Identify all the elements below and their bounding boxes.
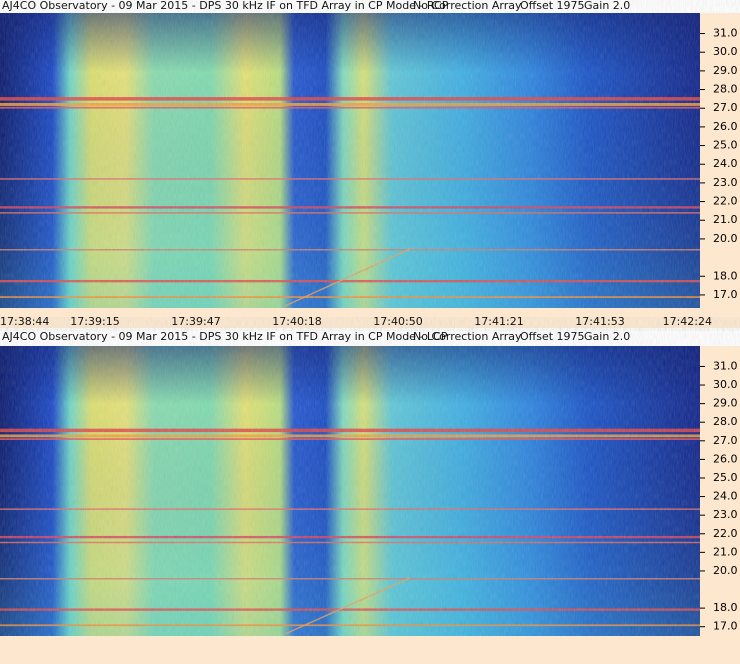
y-tick-label: 17.0 [713, 620, 738, 633]
y-tick-label: 22.0 [713, 527, 738, 540]
x-tick-label: 17:39:15 [70, 315, 119, 328]
y-tick-label: 31.0 [713, 27, 738, 40]
y-tick-label: 25.0 [713, 471, 738, 484]
spectrogram-noise [0, 13, 700, 308]
y-axis-panel [700, 13, 740, 328]
y-tick-label: 27.0 [713, 101, 738, 114]
y-tick-label: 23.0 [713, 176, 738, 189]
offset-label: Offset 1975 [520, 0, 585, 12]
gain-label: Gain 2.0 [584, 0, 630, 12]
y-tick-label: 27.0 [713, 434, 738, 447]
y-tick-label: 24.0 [713, 157, 738, 170]
y-tick-label: 18.0 [713, 601, 738, 614]
y-tick-label: 23.0 [713, 508, 738, 521]
title-bar [0, 0, 740, 13]
x-tick-label: 17:40:50 [373, 315, 422, 328]
y-tick-label: 31.0 [713, 359, 738, 372]
y-tick-label: 21.0 [713, 545, 738, 558]
x-tick-label: 17:41:21 [474, 315, 523, 328]
y-tick-label: 28.0 [713, 83, 738, 96]
chart-title: AJ4CO Observatory - 09 Mar 2015 - DPS 30… [2, 330, 448, 343]
offset-label: Offset 1975 [520, 330, 585, 343]
y-tick-label: 28.0 [713, 415, 738, 428]
y-tick-label: 17.0 [713, 288, 738, 301]
correction-label: No Correction Array [413, 330, 522, 343]
y-tick-label: 20.0 [713, 564, 738, 577]
x-tick-label: 17:42:24 [663, 315, 712, 328]
y-tick-label: 25.0 [713, 139, 738, 152]
x-axis-panel [0, 308, 700, 328]
title-bar [0, 331, 740, 346]
x-axis-panel [0, 636, 700, 664]
y-tick-label: 30.0 [713, 378, 738, 391]
chart-title: AJ4CO Observatory - 09 Mar 2015 - DPS 30… [2, 0, 449, 12]
y-tick-label: 26.0 [713, 452, 738, 465]
x-tick-label: 17:38:44 [0, 315, 49, 328]
gain-label: Gain 2.0 [584, 330, 630, 343]
x-tick-label: 17:39:47 [171, 315, 220, 328]
x-tick-label: 17:41:53 [575, 315, 624, 328]
y-tick-label: 24.0 [713, 490, 738, 503]
y-tick-label: 21.0 [713, 213, 738, 226]
y-axis-panel [700, 346, 740, 664]
spectrogram-noise [0, 346, 700, 636]
y-tick-label: 29.0 [713, 397, 738, 410]
correction-label: No Correction Array [413, 0, 522, 12]
y-tick-label: 18.0 [713, 269, 738, 282]
x-tick-label: 17:40:18 [272, 315, 321, 328]
y-tick-label: 26.0 [713, 120, 738, 133]
y-tick-label: 20.0 [713, 232, 738, 245]
y-tick-label: 22.0 [713, 195, 738, 208]
y-tick-label: 30.0 [713, 45, 738, 58]
y-tick-label: 29.0 [713, 64, 738, 77]
